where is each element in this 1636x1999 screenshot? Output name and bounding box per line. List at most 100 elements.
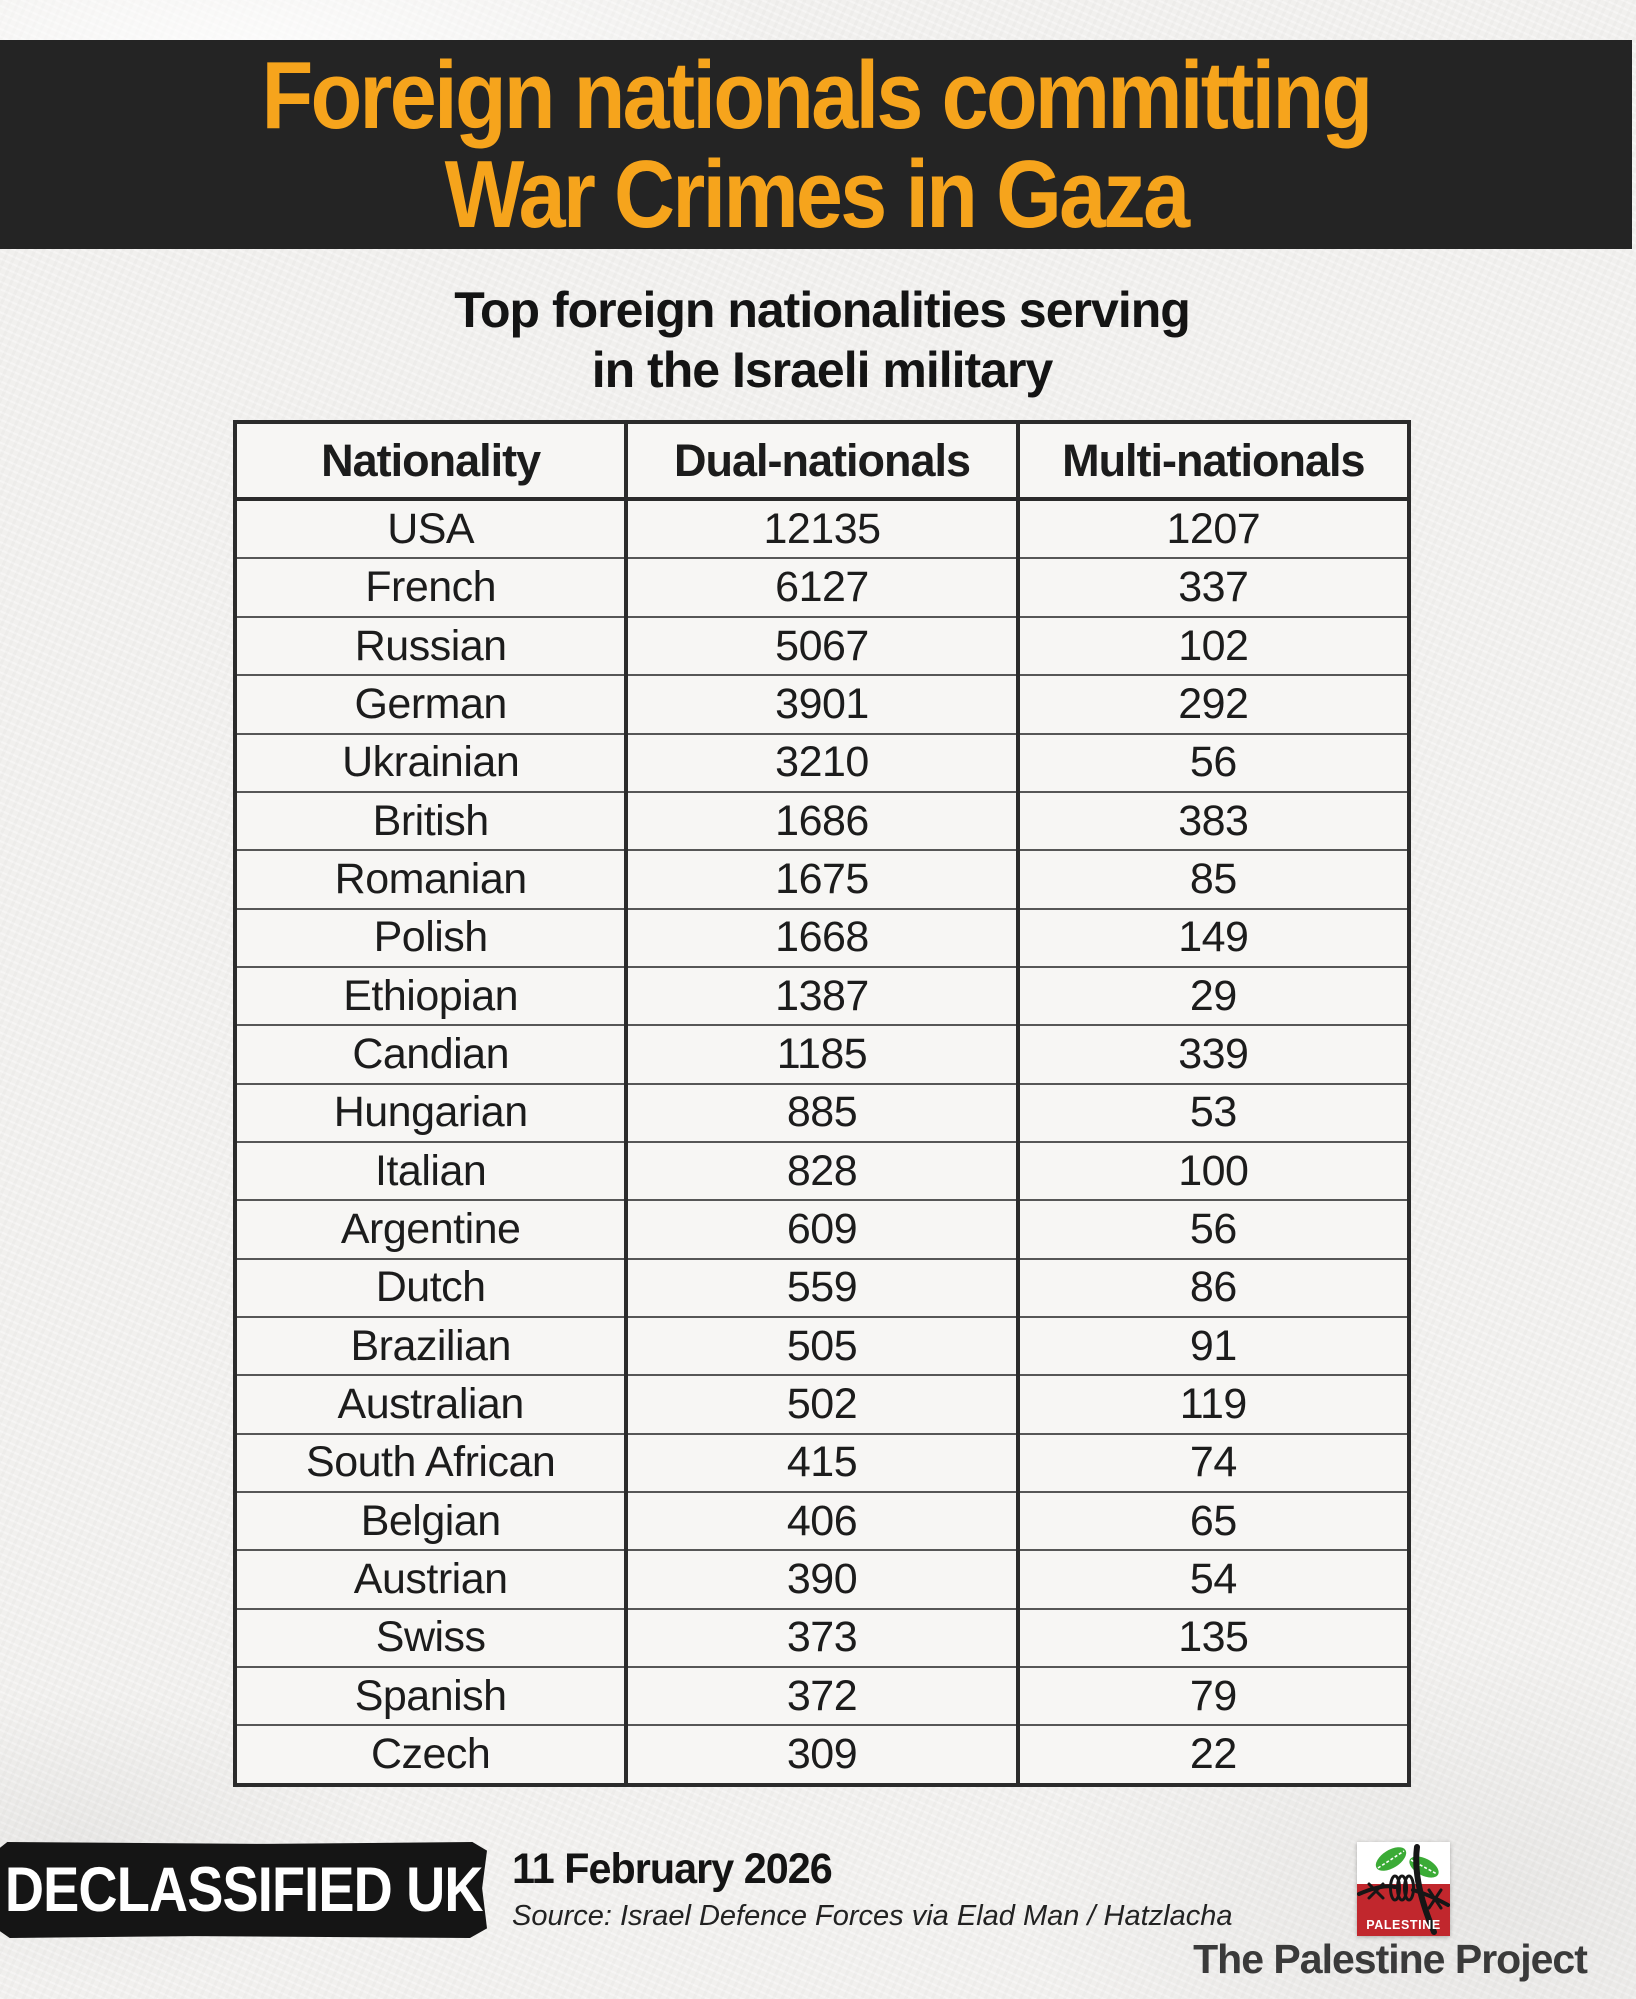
cell-dual-nationals: 559	[624, 1257, 1018, 1317]
table-row: Hungarian 885 53	[235, 1082, 1409, 1142]
column-header-nationality: Nationality	[235, 422, 627, 501]
table-body: USA 12135 1207 French 6127 337 Russian 5067 102 G…	[235, 499, 1409, 1785]
cell-nationality: South African	[235, 1432, 627, 1492]
cell-nationality: USA	[387, 504, 475, 553]
cell-multi-nationals: 102	[1015, 615, 1409, 676]
cell-nationality: Dutch	[235, 1257, 627, 1317]
cell-nationality: Argentine	[235, 1199, 627, 1259]
cell-dual-nationals: 390	[624, 1549, 1018, 1609]
logo-label-text: PALESTINE	[1366, 1918, 1441, 1932]
cell-multi-nationals: 29	[1015, 965, 1409, 1026]
source-credit: Source: Israel Defence Forces via Elad M…	[512, 1900, 1233, 1932]
cell-nationality: Hungarian	[235, 1082, 627, 1142]
cell-nationality: Ethiopian	[235, 965, 627, 1026]
cell-nationality: British	[235, 790, 627, 851]
cell-dual-nationals: 5067	[624, 615, 1018, 676]
cell-dual-nationals: 415	[624, 1432, 1018, 1492]
table-row: British 1686 383	[235, 790, 1409, 851]
table-row: Polish 1668 149	[235, 907, 1409, 967]
table-row: Argentine 609 56	[235, 1199, 1409, 1259]
cell-multi-nationals: 337	[1015, 557, 1409, 617]
table-row: Ethiopian 1387 29	[235, 965, 1409, 1026]
cell-multi-nationals: 56	[1015, 1199, 1409, 1259]
cell-dual-nationals: 309	[624, 1724, 1018, 1785]
table-row: Dutch 559 86	[235, 1257, 1409, 1317]
cell-dual-nationals: 828	[624, 1140, 1018, 1201]
cell-nationality: Australian	[235, 1374, 627, 1434]
cell-multi-nationals: 53	[1015, 1082, 1409, 1142]
table-row: USA 12135 1207	[235, 499, 1409, 559]
cell-multi-nationals: 100	[1015, 1140, 1409, 1201]
nationalities-table: Nationality Dual-nationals Multi-nationa…	[233, 420, 1411, 1787]
cell-multi-nationals: 149	[1015, 907, 1409, 967]
palestine-project-logo-icon: PALESTINE	[1357, 1842, 1450, 1936]
cell-multi-nationals: 56	[1015, 732, 1409, 792]
cell-dual-nationals: 505	[624, 1315, 1018, 1376]
cell-dual-nationals: 1668	[624, 907, 1018, 967]
cell-nationality: French	[235, 557, 627, 617]
column-header-dual-nationals: Dual-nationals	[624, 422, 1018, 501]
cell-nationality: Brazilian	[235, 1315, 627, 1376]
declassified-uk-label: DECLASSIFIED UK	[4, 1855, 484, 1925]
cell-multi-nationals: 74	[1015, 1432, 1409, 1492]
cell-dual-nationals: 3901	[624, 674, 1018, 734]
cell-dual-nationals: 1185	[624, 1024, 1018, 1084]
cell-multi-nationals: 86	[1015, 1257, 1409, 1317]
cell-multi-nationals: 1207	[1015, 499, 1409, 559]
cell-nationality: Romanian	[235, 849, 627, 909]
declassified-uk-stamp: DECLASSIFIED UK	[0, 1842, 487, 1938]
cell-nationality: Italian	[235, 1140, 627, 1201]
cell-multi-nationals: 383	[1015, 790, 1409, 851]
page-title-line2: War Crimes in Gaza	[444, 140, 1190, 248]
column-header-multi-nationals: Multi-nationals	[1015, 422, 1409, 501]
cell-dual-nationals: 3210	[624, 732, 1018, 792]
cell-multi-nationals: 54	[1015, 1549, 1409, 1609]
cell-multi-nationals: 79	[1015, 1666, 1409, 1726]
cell-multi-nationals: 339	[1015, 1024, 1409, 1084]
cell-nationality: Polish	[235, 907, 627, 967]
barbed-wire-icon	[1357, 1844, 1450, 1935]
table-row: South African 415 74	[235, 1432, 1409, 1492]
palestine-project-credit: The Palestine Project	[1193, 1936, 1588, 1982]
cell-dual-nationals: 1387	[624, 965, 1018, 1026]
chart-subtitle-line2: in the Israeli military	[591, 342, 1054, 398]
chart-subtitle: Top foreign nationalities serving in the…	[233, 280, 1411, 400]
table-row: Romanian 1675 85	[235, 849, 1409, 909]
cell-nationality: Ukrainian	[235, 732, 627, 792]
table-header-row: Nationality Dual-nationals Multi-nationa…	[235, 422, 1409, 501]
table-row: German 3901 292	[235, 674, 1409, 734]
table-row: French 6127 337	[235, 557, 1409, 617]
cell-nationality: Austrian	[235, 1549, 627, 1609]
cell-multi-nationals: 65	[1015, 1490, 1409, 1551]
table-row: Brazilian 505 91	[235, 1315, 1409, 1376]
cell-dual-nationals: 1686	[624, 790, 1018, 851]
cell-multi-nationals: 91	[1015, 1315, 1409, 1376]
cell-nationality: Russian	[235, 615, 627, 676]
cell-nationality: Candian	[235, 1024, 627, 1084]
cell-nationality: Spanish	[235, 1666, 627, 1726]
cell-nationality: Czech	[235, 1724, 627, 1785]
cell-dual-nationals: 502	[624, 1374, 1018, 1434]
cell-multi-nationals: 292	[1015, 674, 1409, 734]
table-row: Candian 1185 339	[235, 1024, 1409, 1084]
publish-date: 11 February 2026	[512, 1845, 833, 1893]
cell-dual-nationals: 406	[624, 1490, 1018, 1551]
cell-multi-nationals: 135	[1015, 1607, 1409, 1668]
cell-dual-nationals: 373	[624, 1607, 1018, 1668]
chart-subtitle-line1: Top foreign nationalities serving	[454, 282, 1191, 338]
cell-dual-nationals: 885	[624, 1082, 1018, 1142]
title-banner: Foreign nationals committing War Crimes …	[0, 40, 1632, 249]
table-row: Belgian 406 65	[235, 1490, 1409, 1551]
table-row: Spanish 372 79	[235, 1666, 1409, 1726]
cell-dual-nationals: 6127	[624, 557, 1018, 617]
table-row: Italian 828 100	[235, 1140, 1409, 1201]
cell-dual-nationals: 372	[624, 1666, 1018, 1726]
page-title-line1: Foreign nationals committing	[261, 41, 1373, 149]
cell-nationality: German	[235, 674, 627, 734]
cell-nationality: Belgian	[235, 1490, 627, 1551]
table-row: Czech 309 22	[235, 1724, 1409, 1785]
cell-nationality: Swiss	[235, 1607, 627, 1668]
table-header: Nationality Dual-nationals Multi-nationa…	[235, 422, 1409, 501]
cell-multi-nationals: 22	[1015, 1724, 1409, 1785]
